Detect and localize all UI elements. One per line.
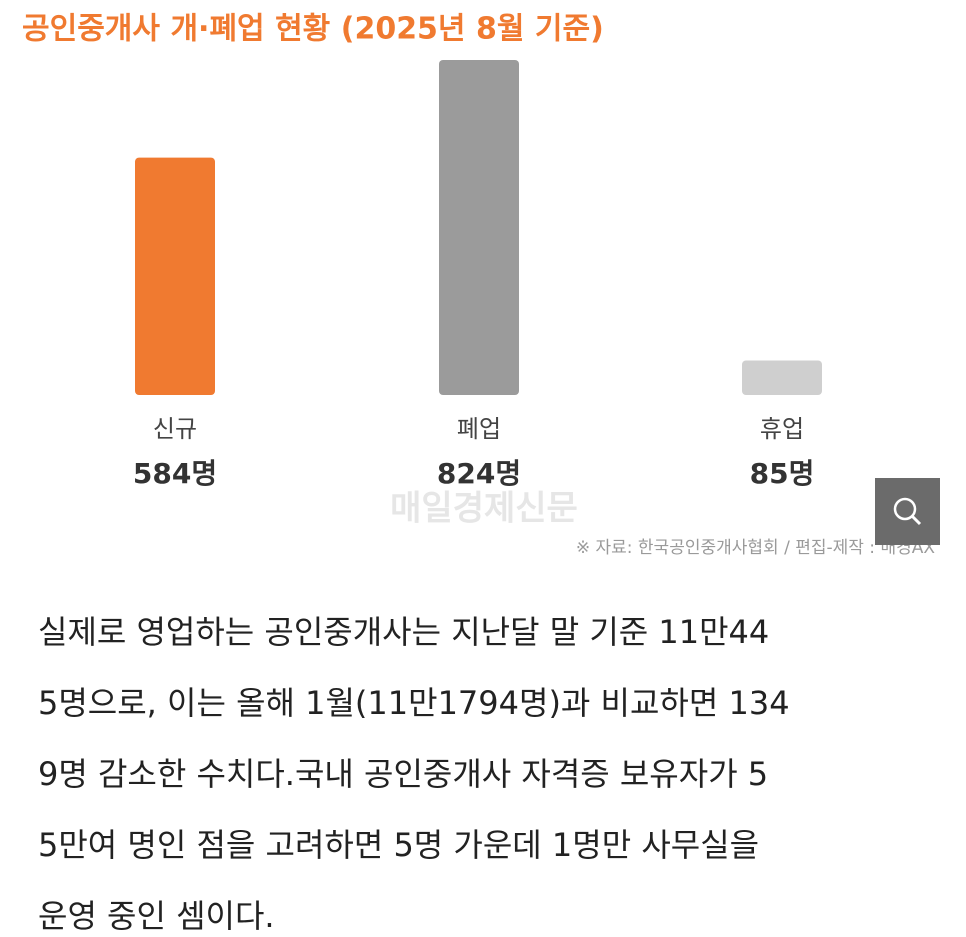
bar [135,157,215,395]
article-line: 5명으로, 이는 올해 1월(11만1794명)과 비교하면 134 [38,684,790,722]
search-button-bg[interactable] [875,478,940,545]
value-label: 824명 [437,457,521,490]
category-label: 폐업 [457,415,501,443]
category-label: 신규 [153,415,197,443]
bar [742,360,822,395]
article-line: 5만여 명인 점을 고려하면 5명 가운데 1명만 사무실을 [38,826,759,864]
article-line: 9명 감소한 수치다.국내 공인중개사 자격증 보유자가 5 [38,755,768,793]
article-line: 운영 중인 셈이다. [38,897,275,933]
watermark: 매일경제신문 [390,489,578,529]
chart-title: 공인중개사 개·폐업 현황 (2025년 8월 기준) [22,12,604,47]
category-label: 휴업 [760,415,804,443]
search-icon[interactable] [910,514,922,526]
value-label: 584명 [133,457,217,490]
bar [439,60,519,395]
article-line: 실제로 영업하는 공인중개사는 지난달 말 기준 11만44 [38,613,769,651]
value-label: 85명 [750,457,815,490]
search-icon[interactable] [893,497,917,521]
search-button[interactable] [875,478,940,545]
source-note: ※ 자료: 한국공인중개사협회 / 편집-제작 : 매경AX [576,538,935,558]
